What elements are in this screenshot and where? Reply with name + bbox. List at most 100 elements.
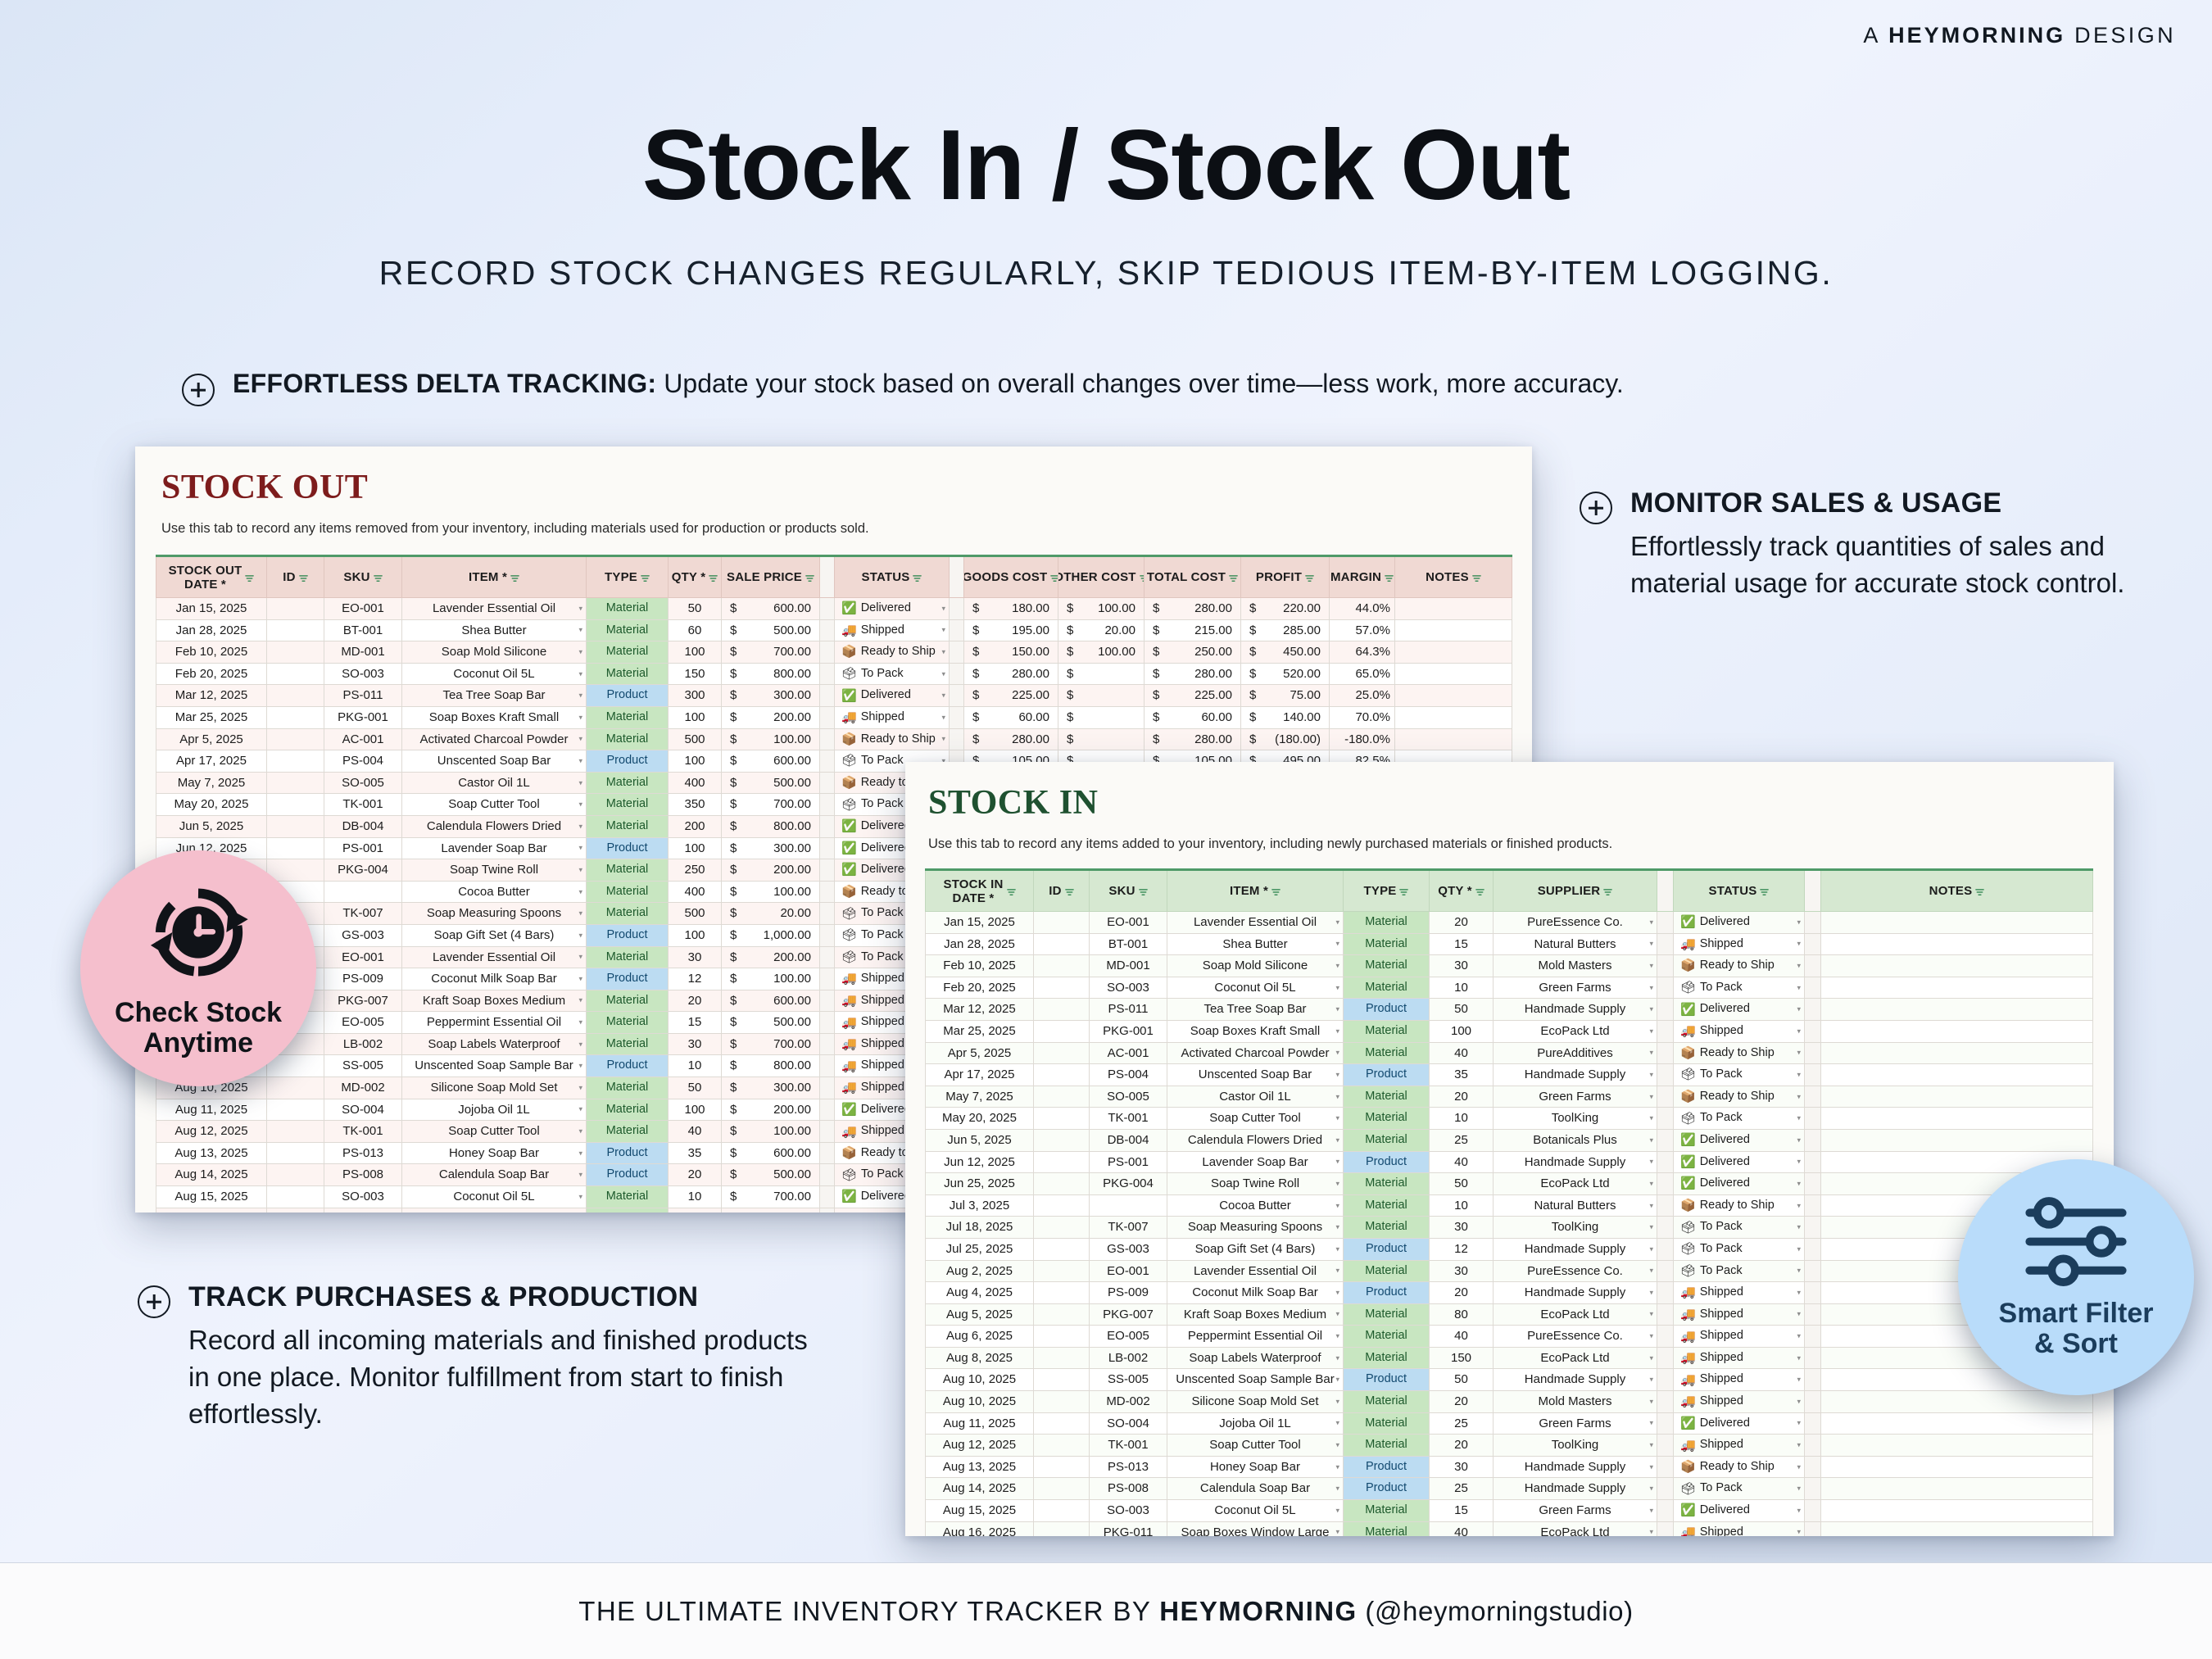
chevron-down-icon[interactable]: ▾: [578, 1061, 582, 1070]
qty-cell[interactable]: 10: [668, 1185, 722, 1208]
sale-price-cell[interactable]: $100.00: [721, 728, 820, 751]
chevron-down-icon[interactable]: ▾: [1797, 1222, 1801, 1231]
supplier-cell[interactable]: PureEssence Co. ▾: [1493, 911, 1657, 934]
sku-cell[interactable]: PS-009: [324, 968, 402, 990]
goods-cost-cell[interactable]: $150.00: [963, 641, 1058, 664]
item-cell[interactable]: Castor Oil 1L ▾: [401, 771, 587, 795]
type-cell[interactable]: Product: [586, 684, 669, 707]
date-cell[interactable]: Aug 14, 2025: [156, 1163, 267, 1187]
goods-cost-cell[interactable]: $180.00: [963, 597, 1058, 620]
status-cell[interactable]: 🚚Shipped ▾: [1673, 1390, 1805, 1413]
sku-cell[interactable]: LB-002: [324, 1032, 402, 1056]
notes-cell[interactable]: [1820, 1521, 2093, 1536]
qty-cell[interactable]: 250: [668, 859, 722, 882]
type-cell[interactable]: Material: [1343, 1346, 1430, 1370]
table-row[interactable]: Aug 4, 2025 PS-009 Coconut Milk Soap Bar ▾ P…: [925, 1281, 2093, 1304]
status-cell[interactable]: 🚚Shipped ▾: [834, 705, 950, 729]
id-cell[interactable]: [266, 859, 324, 882]
chevron-down-icon[interactable]: ▾: [1335, 1157, 1339, 1166]
id-cell[interactable]: [1033, 911, 1090, 934]
sale-price-cell[interactable]: $100.00: [721, 1120, 820, 1143]
supplier-cell[interactable]: Handmade Supply ▾: [1493, 1237, 1657, 1261]
column-header-status[interactable]: STATUS: [1673, 869, 1805, 912]
sku-cell[interactable]: GS-003: [324, 923, 402, 947]
type-cell[interactable]: Material: [1343, 1259, 1430, 1283]
column-header-item[interactable]: ITEM *: [1167, 869, 1344, 912]
qty-cell[interactable]: 10: [1429, 1194, 1494, 1217]
column-header-sku[interactable]: SKU: [1089, 869, 1167, 912]
sku-cell[interactable]: EO-001: [1089, 1259, 1167, 1283]
filter-icon[interactable]: [1385, 573, 1394, 582]
sku-cell[interactable]: TK-001: [1089, 1434, 1167, 1457]
id-cell[interactable]: [266, 1163, 324, 1187]
type-cell[interactable]: Product: [586, 1163, 669, 1187]
filter-icon[interactable]: [1229, 573, 1238, 582]
column-header-qty[interactable]: QTY *: [1429, 869, 1494, 912]
type-cell[interactable]: Material: [586, 1077, 669, 1099]
chevron-down-icon[interactable]: ▾: [1649, 1309, 1653, 1318]
qty-cell[interactable]: 10: [668, 1054, 722, 1078]
type-cell[interactable]: Material: [586, 1011, 669, 1034]
status-cell[interactable]: ✅Delivered ▾: [1673, 1412, 1805, 1435]
filter-icon[interactable]: [1975, 886, 1985, 895]
chevron-down-icon[interactable]: ▾: [1335, 1462, 1339, 1471]
status-cell[interactable]: 📦Ready to Ship ▾: [834, 641, 950, 664]
chevron-down-icon[interactable]: ▾: [1335, 1506, 1339, 1515]
item-cell[interactable]: Unscented Soap Bar ▾: [1167, 1063, 1344, 1086]
date-cell[interactable]: Jun 5, 2025: [156, 814, 267, 838]
item-cell[interactable]: Soap Cutter Tool ▾: [401, 793, 587, 816]
id-cell[interactable]: [266, 793, 324, 816]
item-cell[interactable]: Tea Tree Soap Bar ▾: [401, 684, 587, 707]
chevron-down-icon[interactable]: ▾: [1649, 918, 1653, 927]
table-row[interactable]: Aug 16, 2025 PKG-011 Soap Boxes Window Lar…: [925, 1521, 2093, 1536]
qty-cell[interactable]: 150: [668, 662, 722, 686]
sku-cell[interactable]: TK-007: [1089, 1216, 1167, 1239]
table-row[interactable]: Jun 12, 2025 PS-001 Lavender Soap Bar ▾ Prod…: [925, 1150, 2093, 1174]
type-cell[interactable]: Material: [1343, 1194, 1430, 1217]
type-cell[interactable]: Material: [586, 989, 669, 1013]
chevron-down-icon[interactable]: ▾: [1335, 1353, 1339, 1362]
supplier-cell[interactable]: ToolKing ▾: [1493, 1107, 1657, 1130]
sku-cell[interactable]: BT-001: [1089, 932, 1167, 956]
stock-in-spreadsheet[interactable]: STOCK IN Use this tab to record any item…: [905, 762, 2114, 1536]
qty-cell[interactable]: 15: [1429, 932, 1494, 956]
chevron-down-icon[interactable]: ▾: [1797, 1353, 1801, 1362]
id-cell[interactable]: [266, 705, 324, 729]
item-cell[interactable]: Coconut Oil 5L ▾: [401, 662, 587, 686]
id-cell[interactable]: [266, 1141, 324, 1165]
item-cell[interactable]: Coconut Milk Soap Bar ▾: [1167, 1281, 1344, 1304]
qty-cell[interactable]: 20: [1429, 1390, 1494, 1413]
other-cost-cell[interactable]: $: [1058, 662, 1145, 686]
column-header-stock-in-date[interactable]: STOCK IN DATE *: [925, 869, 1034, 912]
status-cell[interactable]: 🚚Shipped ▾: [834, 619, 950, 642]
column-header-notes[interactable]: NOTES: [1394, 555, 1512, 598]
date-cell[interactable]: Apr 17, 2025: [925, 1063, 1034, 1086]
qty-cell[interactable]: 25: [1429, 1412, 1494, 1435]
qty-cell[interactable]: 400: [668, 880, 722, 904]
chevron-down-icon[interactable]: ▾: [578, 952, 582, 961]
id-cell[interactable]: [266, 771, 324, 795]
date-cell[interactable]: Aug 14, 2025: [925, 1477, 1034, 1501]
date-cell[interactable]: Aug 15, 2025: [925, 1499, 1034, 1522]
item-cell[interactable]: Coconut Oil 5L ▾: [1167, 1499, 1344, 1522]
date-cell[interactable]: Mar 25, 2025: [156, 705, 267, 729]
item-cell[interactable]: Coconut Milk Soap Bar ▾: [401, 968, 587, 990]
chevron-down-icon[interactable]: ▾: [1797, 918, 1801, 927]
sku-cell[interactable]: PKG-001: [324, 705, 402, 729]
chevron-down-icon[interactable]: ▾: [1335, 961, 1339, 970]
total-cost-cell[interactable]: $280.00: [1144, 662, 1241, 686]
supplier-cell[interactable]: Handmade Supply ▾: [1493, 1063, 1657, 1086]
chevron-down-icon[interactable]: ▾: [1797, 1418, 1801, 1427]
table-row[interactable]: Aug 10, 2025 MD-002 Silicone Soap Mold Set…: [925, 1390, 2093, 1413]
sku-cell[interactable]: MD-001: [1089, 954, 1167, 977]
table-row[interactable]: Aug 15, 2025 SO-003 Coconut Oil 5L ▾ Materia…: [925, 1499, 2093, 1522]
sku-cell[interactable]: PKG-004: [1089, 1172, 1167, 1195]
item-cell[interactable]: Calendula Soap Bar ▾: [1167, 1477, 1344, 1501]
id-cell[interactable]: [1033, 1172, 1090, 1195]
type-cell[interactable]: Product: [1343, 1150, 1430, 1174]
sale-price-cell[interactable]: $700.00: [721, 1185, 820, 1208]
id-cell[interactable]: [1033, 1281, 1090, 1304]
qty-cell[interactable]: 30: [1429, 1259, 1494, 1283]
margin-cell[interactable]: 65.0%: [1329, 662, 1395, 686]
chevron-down-icon[interactable]: ▾: [1335, 1070, 1339, 1079]
